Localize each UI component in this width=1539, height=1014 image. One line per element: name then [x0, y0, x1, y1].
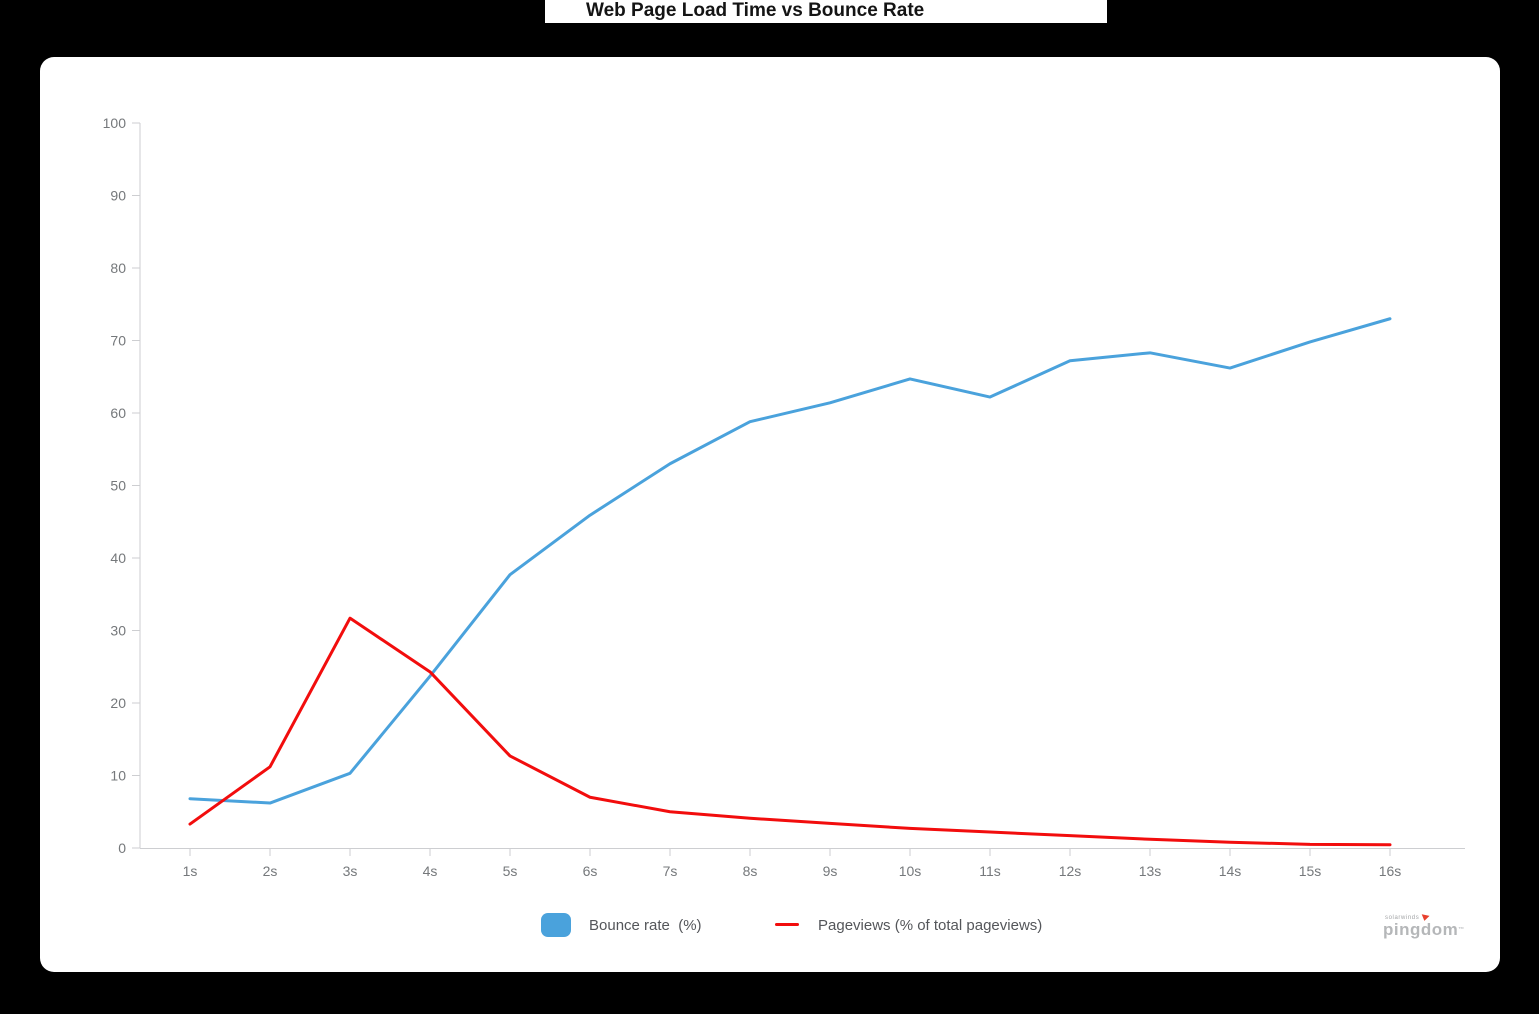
y-tick-label: 80 — [110, 260, 126, 276]
x-tick-label: 3s — [343, 863, 358, 879]
chart-card: 0 10 20 30 40 50 60 70 80 90 100 1s 2s 3s 4s 5s 6s 7s 8s 9s… — [40, 57, 1500, 972]
solarwinds-wordmark: solarwinds — [1383, 914, 1503, 922]
x-tick-label: 14s — [1219, 863, 1242, 879]
line-chart: 0 10 20 30 40 50 60 70 80 90 100 1s 2s 3s 4s 5s 6s 7s 8s 9s… — [103, 115, 1465, 879]
x-tick-label: 8s — [743, 863, 758, 879]
y-tick-label: 40 — [110, 550, 126, 566]
solarwinds-text: solarwinds — [1385, 915, 1420, 921]
pingdom-wordmark: pingdom™ — [1383, 920, 1465, 939]
x-tick-label: 9s — [823, 863, 838, 879]
pageviews-line — [188, 616, 1392, 847]
x-tick-label: 1s — [183, 863, 198, 879]
legend-label-bounce-rate: Bounce rate (%) — [589, 917, 702, 934]
y-tick-label: 100 — [103, 115, 127, 131]
y-tick-label: 30 — [110, 623, 126, 639]
x-tick-label: 10s — [899, 863, 922, 879]
legend: Bounce rate (%) Pageviews (% of total pa… — [40, 907, 1500, 947]
x-tick-label: 12s — [1059, 863, 1082, 879]
bounce-rate-swatch — [541, 913, 571, 937]
y-tick-label: 0 — [118, 840, 126, 856]
y-tick-label: 90 — [110, 188, 126, 204]
bounce-rate-line — [188, 317, 1392, 805]
y-tick-label: 60 — [110, 405, 126, 421]
x-tick-label: 4s — [423, 863, 438, 879]
y-tick-label: 10 — [110, 768, 126, 784]
title-strip — [545, 0, 1107, 23]
pageviews-swatch — [775, 923, 799, 926]
x-tick-label: 7s — [663, 863, 678, 879]
x-tick-label: 16s — [1379, 863, 1402, 879]
y-tick-label: 50 — [110, 478, 126, 494]
page-title: Web Page Load Time vs Bounce Rate — [586, 0, 925, 21]
x-tick-label: 6s — [583, 863, 598, 879]
y-tick-label: 20 — [110, 695, 126, 711]
legend-label-pageviews: Pageviews (% of total pageviews) — [818, 917, 1043, 934]
x-tick-label: 5s — [503, 863, 518, 879]
x-tick-label: 13s — [1139, 863, 1162, 879]
x-tick-label: 15s — [1299, 863, 1322, 879]
x-tick-label: 2s — [263, 863, 278, 879]
solarwinds-arrow-icon — [1420, 914, 1430, 922]
trademark-symbol: ™ — [1458, 927, 1465, 933]
pingdom-logo: solarwinds pingdom™ — [1383, 914, 1503, 951]
y-tick-label: 70 — [110, 333, 126, 349]
x-tick-label: 11s — [979, 863, 1001, 879]
